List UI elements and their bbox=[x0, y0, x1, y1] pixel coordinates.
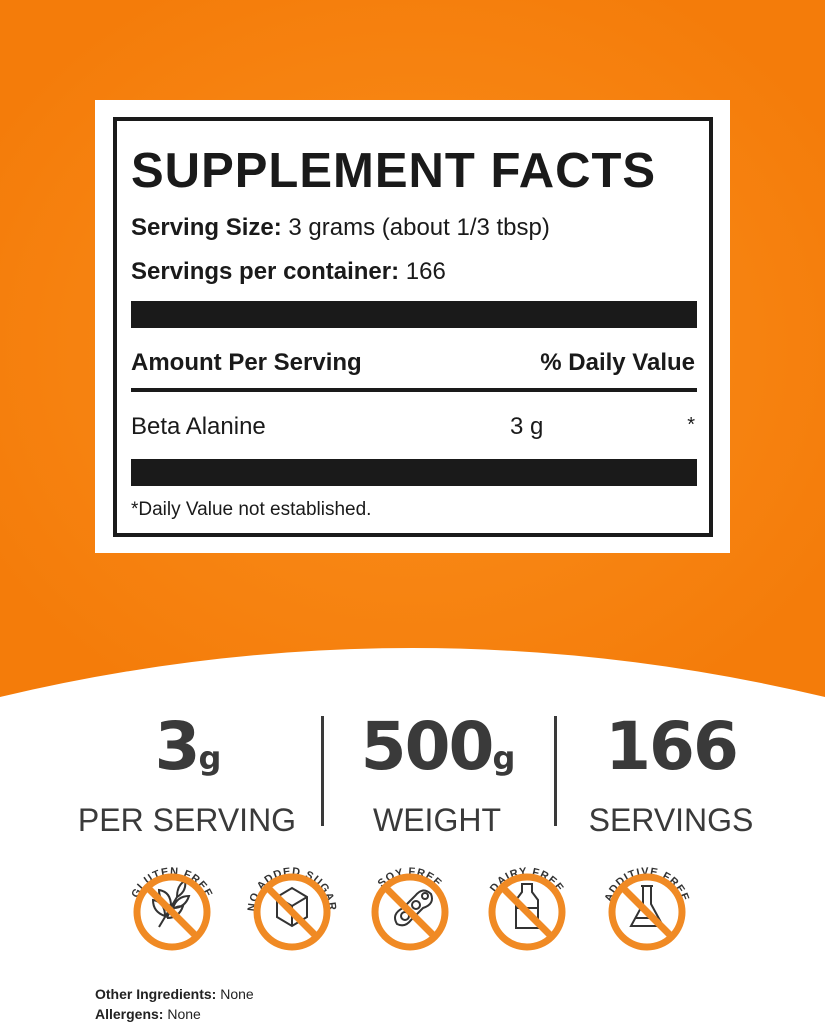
dv-header: % Daily Value bbox=[540, 349, 695, 376]
supplement-facts-panel: SUPPLEMENT FACTS Serving Size: 3 grams (… bbox=[113, 117, 713, 537]
prohibited-circle-icon bbox=[488, 873, 566, 951]
stat-per-serving: 3g PER SERVING bbox=[77, 708, 297, 838]
ingredient-amount: 3 g bbox=[510, 413, 544, 440]
ingredient-dv: * bbox=[687, 414, 695, 436]
divider-bar bbox=[131, 459, 697, 486]
allergens: Allergens: None bbox=[95, 1006, 201, 1022]
badge-no-added-sugar: NO ADDED SUGAR bbox=[237, 852, 347, 962]
badge-soy-free: SOY FREE bbox=[355, 852, 465, 962]
servings-per-container: Servings per container: 166 bbox=[131, 258, 446, 285]
ingredient-name: Beta Alanine bbox=[131, 413, 266, 440]
stat-weight: 500g WEIGHT bbox=[360, 708, 516, 838]
stat-servings: 166 SERVINGS bbox=[588, 708, 754, 838]
soybean-icon bbox=[394, 889, 433, 927]
amount-header: Amount Per Serving bbox=[131, 349, 362, 376]
stat-divider bbox=[321, 716, 324, 826]
serving-size: Serving Size: 3 grams (about 1/3 tbsp) bbox=[131, 214, 550, 241]
other-ingredients: Other Ingredients: None bbox=[95, 986, 254, 1002]
badge-dairy-free: DAIRY FREE bbox=[472, 852, 582, 962]
prohibited-circle-icon bbox=[253, 873, 331, 951]
footnote: *Daily Value not established. bbox=[131, 499, 372, 520]
divider-line bbox=[131, 388, 697, 392]
facts-title: SUPPLEMENT FACTS bbox=[131, 144, 657, 198]
badge-additive-free: ADDITIVE FREE bbox=[592, 852, 702, 962]
stat-divider bbox=[554, 716, 557, 826]
badge-gluten-free: GLUTEN FREE bbox=[117, 852, 227, 962]
prohibited-circle-icon bbox=[133, 873, 211, 951]
supplement-facts-card: SUPPLEMENT FACTS Serving Size: 3 grams (… bbox=[95, 100, 730, 553]
prohibited-circle-icon bbox=[608, 873, 686, 951]
prohibited-circle-icon bbox=[371, 873, 449, 951]
divider-bar bbox=[131, 301, 697, 328]
